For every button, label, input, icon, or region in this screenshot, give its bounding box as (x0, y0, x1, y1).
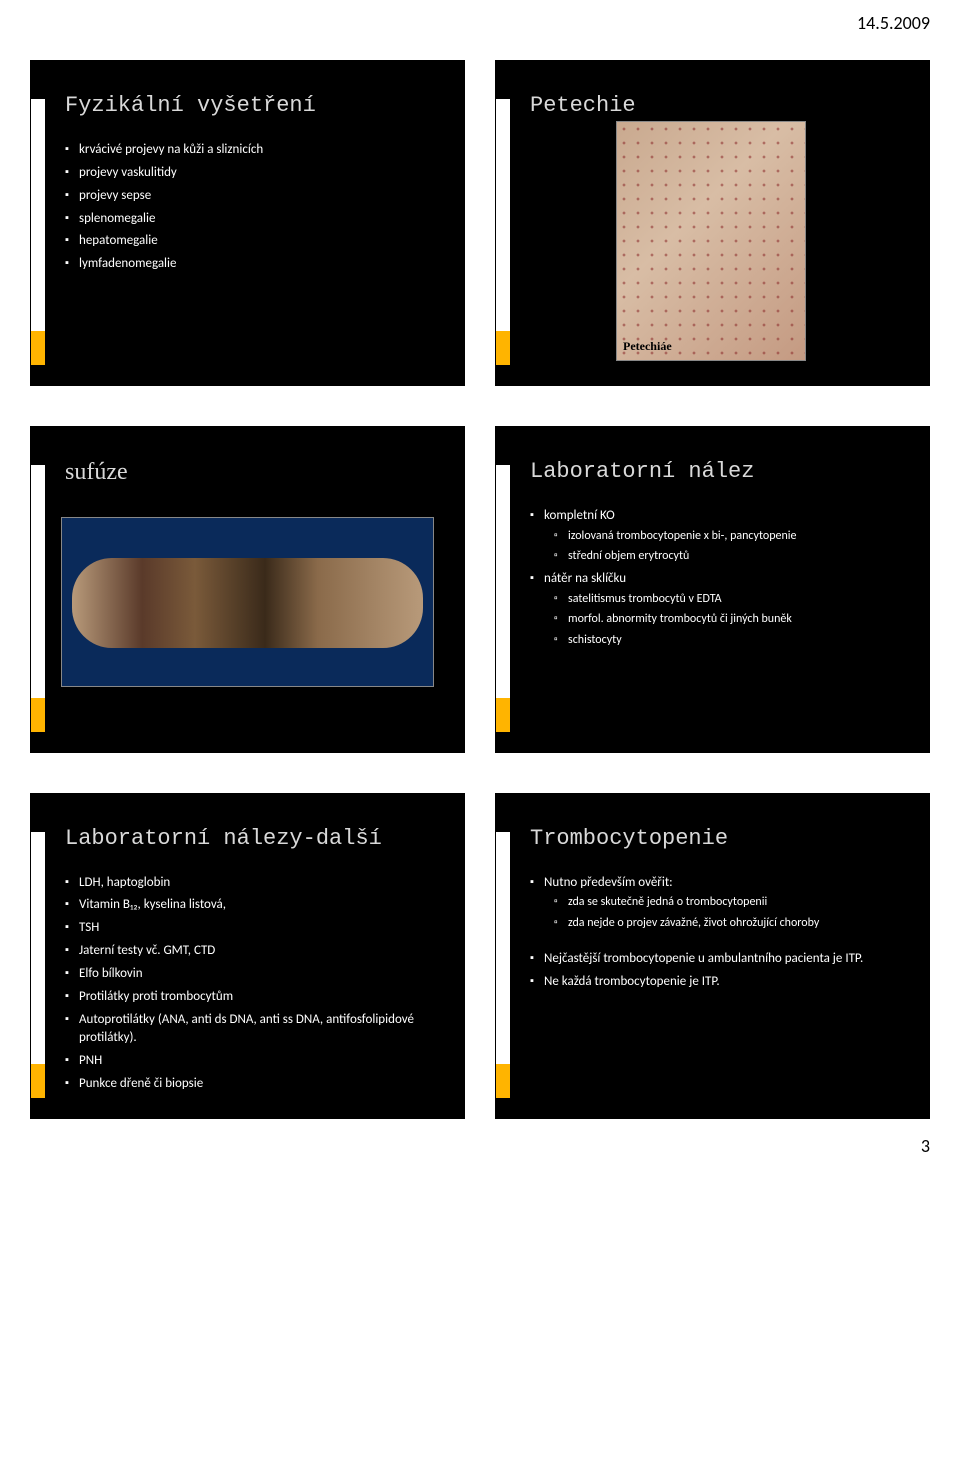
list-item: projevy sepse (65, 187, 444, 206)
accent-bar (31, 832, 45, 1098)
page-date: 14.5.2009 (857, 12, 930, 34)
slide-grid: Fyzikální vyšetření krvácivé projevy na … (0, 0, 960, 1169)
slide-laboratorni-nalezy-dalsi: Laboratorní nálezy-další LDH, haptoglobi… (30, 793, 465, 1119)
accent-bar (496, 465, 510, 731)
list-item: projevy vaskulitidy (65, 164, 444, 183)
slide-title: Trombocytopenie (530, 826, 728, 851)
list-item: Nejčastější trombocytopenie u ambulantní… (530, 950, 909, 969)
list-item: Elfo bílkovin (65, 965, 444, 984)
list-item: Autoprotilátky (ANA, anti ds DNA, anti s… (65, 1011, 444, 1049)
list-item: nátěr na sklíčku satelitismus trombocytů… (530, 570, 909, 649)
list-item: Ne každá trombocytopenie je ITP. (530, 973, 909, 992)
accent-bar (496, 832, 510, 1098)
list-item: hepatomegalie (65, 232, 444, 251)
list-item: krvácivé projevy na kůži a sliznicích (65, 141, 444, 160)
list-item: LDH, haptoglobin (65, 874, 444, 893)
list-item: TSH (65, 919, 444, 938)
slide-fyzikalni-vysetreni: Fyzikální vyšetření krvácivé projevy na … (30, 60, 465, 386)
list-item-text: Nutno především ověřit: (544, 875, 673, 890)
list-item: Punkce dřeně či biopsie (65, 1075, 444, 1094)
list-item: zda nejde o projev závažné, život ohrožu… (544, 915, 909, 932)
list-item: Nutno především ověřit: zda se skutečně … (530, 874, 909, 933)
slide-body: LDH, haptoglobin Vitamin B₁₂, kyselina l… (65, 874, 444, 1098)
list-item: splenomegalie (65, 210, 444, 229)
slide-laboratorni-nalez: Laboratorní nález kompletní KO izolovaná… (495, 426, 930, 752)
slide-title: Petechie (530, 93, 636, 118)
list-item: zda se skutečně jedná o trombocytopenii (544, 894, 909, 911)
list-item: Vitamin B₁₂, kyselina listová, (65, 896, 444, 915)
list-item: PNH (65, 1052, 444, 1071)
list-item: kompletní KO izolovaná trombocytopenie x… (530, 507, 909, 566)
list-item: střední objem erytrocytů (544, 548, 909, 565)
list-item: izolovaná trombocytopenie x bi-, pancyto… (544, 528, 909, 545)
slide-body: krvácivé projevy na kůži a sliznicích pr… (65, 141, 444, 365)
accent-bar (496, 99, 510, 365)
slide-title: Laboratorní nález (530, 459, 754, 484)
slide-title: Laboratorní nálezy-další (65, 826, 382, 851)
slide-body: Nutno především ověřit: zda se skutečně … (530, 874, 909, 1098)
image-caption: Petechiáe (623, 339, 672, 354)
list-item-text: kompletní KO (544, 508, 615, 523)
list-item: Protilátky proti trombocytům (65, 988, 444, 1007)
slide-petechie: Petechie Petechiáe (495, 60, 930, 386)
petechiae-photo: Petechiáe (616, 121, 806, 361)
list-item: morfol. abnormity trombocytů či jiných b… (544, 611, 909, 628)
page-number: 3 (921, 1135, 930, 1157)
list-item: lymfadenomegalie (65, 255, 444, 274)
slide-sufuze: sufúze (30, 426, 465, 752)
accent-bar (31, 99, 45, 365)
slide-title: Fyzikální vyšetření (65, 93, 316, 118)
accent-bar (31, 465, 45, 731)
list-item: schistocyty (544, 632, 909, 649)
list-item: satelitismus trombocytů v EDTA (544, 591, 909, 608)
list-item-text: nátěr na sklíčku (544, 571, 626, 586)
slide-body: kompletní KO izolovaná trombocytopenie x… (530, 507, 909, 731)
slide-title: sufúze (65, 459, 128, 486)
sufuze-photo (61, 517, 434, 687)
list-item: Jaterní testy vč. GMT, CTD (65, 942, 444, 961)
slide-trombocytopenie: Trombocytopenie Nutno především ověřit: … (495, 793, 930, 1119)
